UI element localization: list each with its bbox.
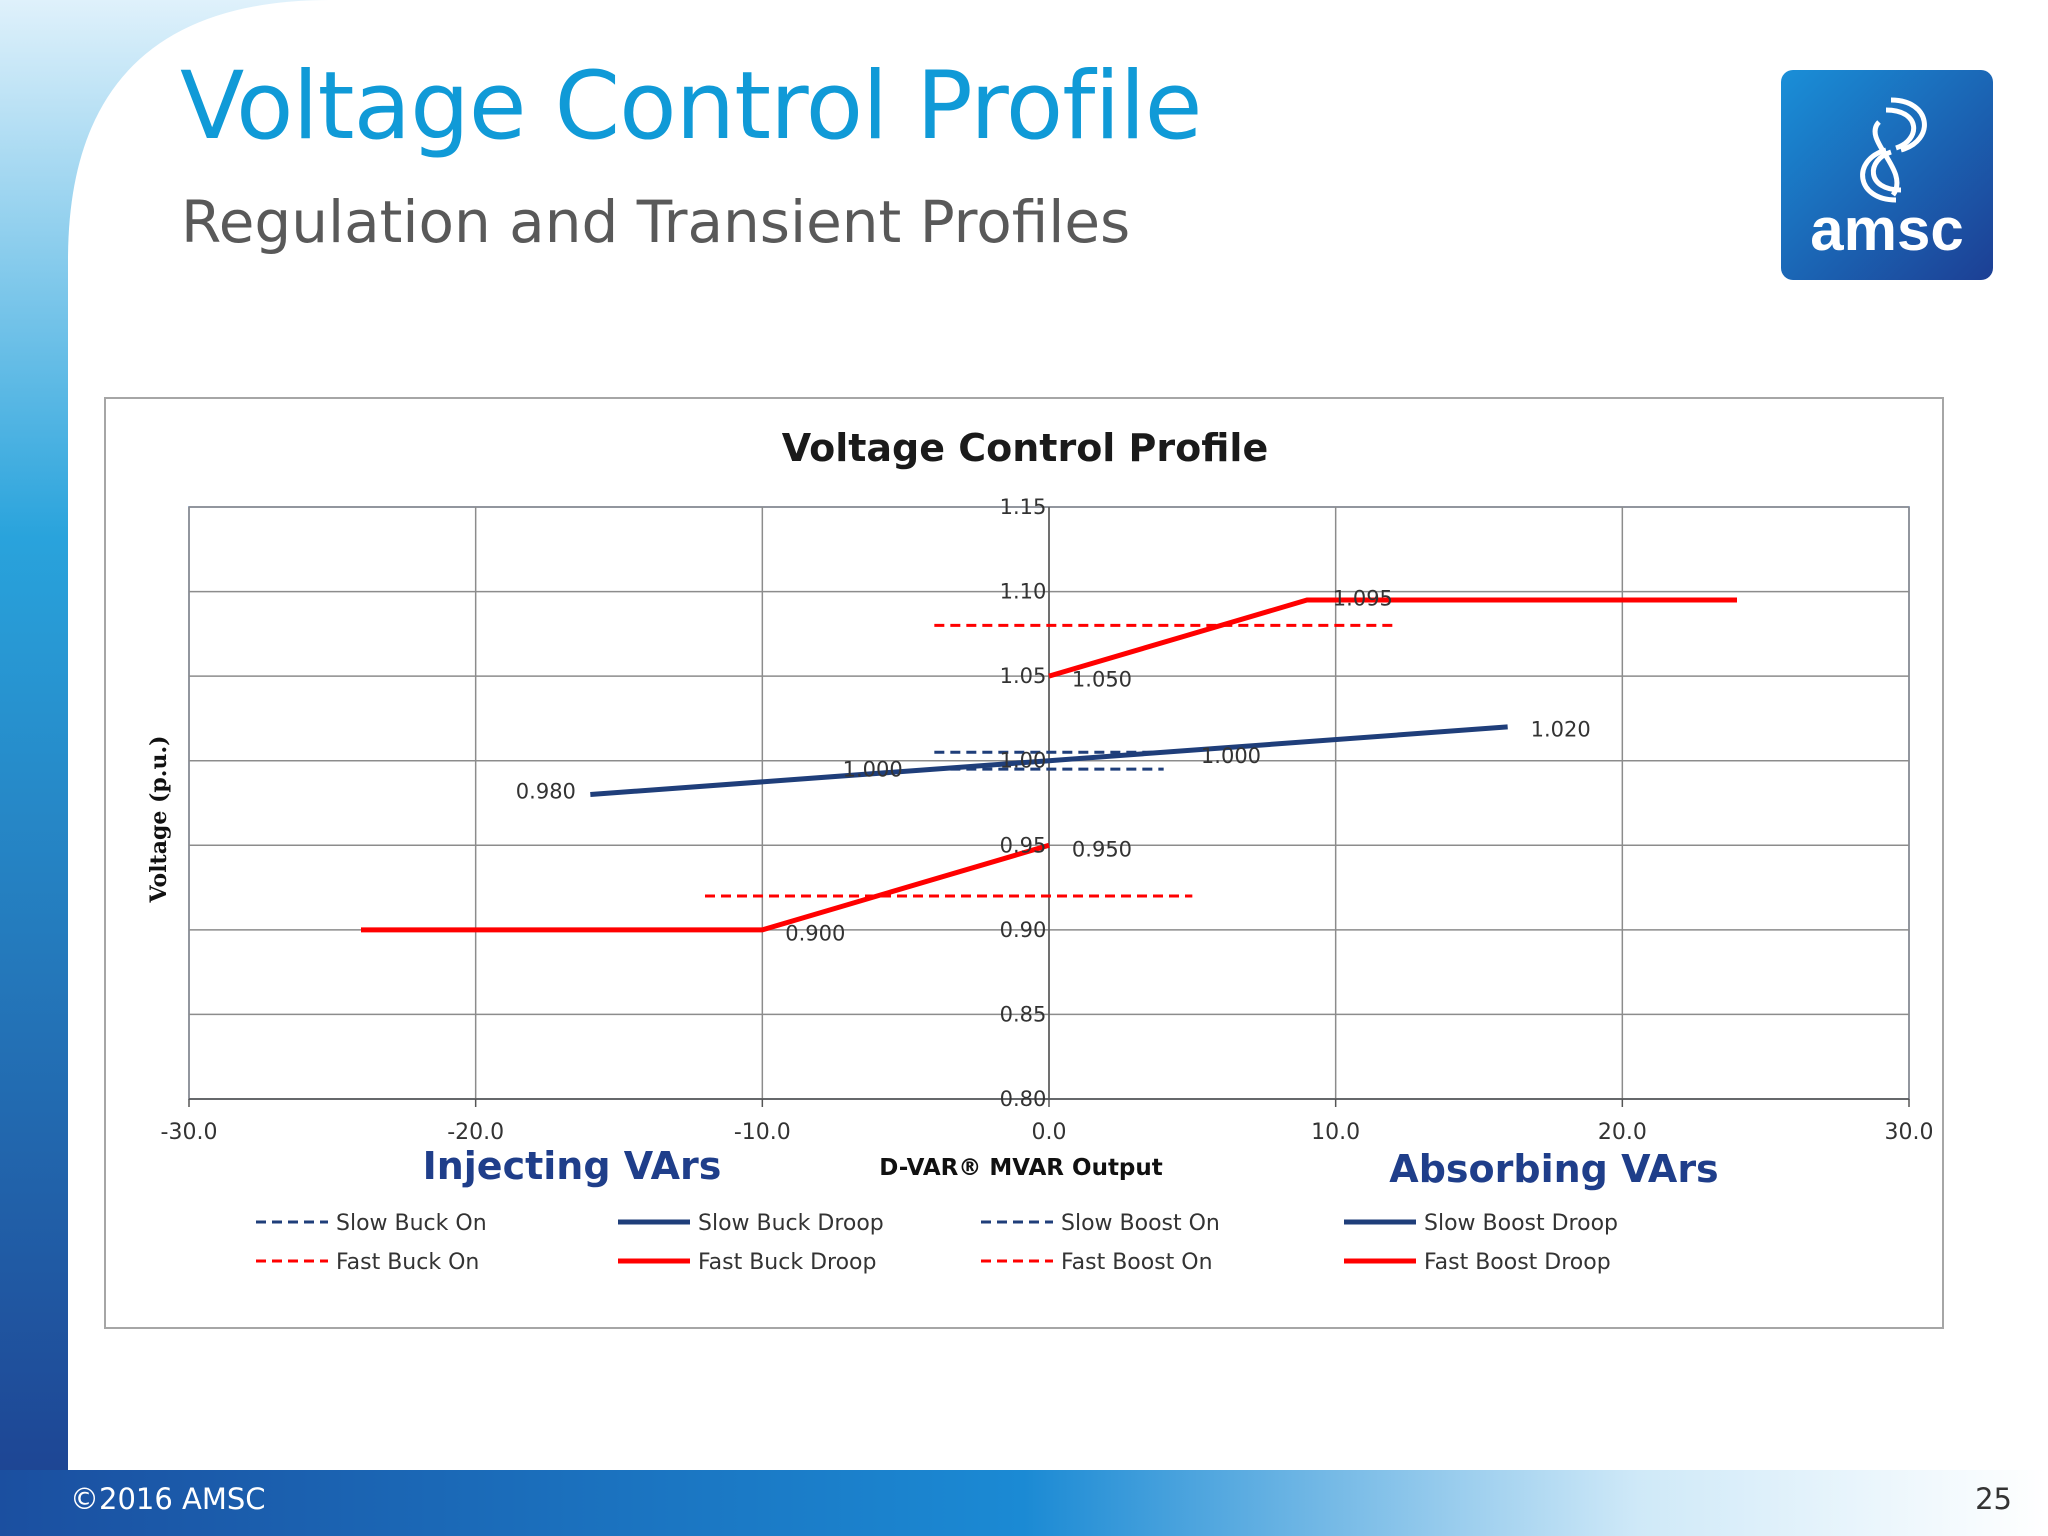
data-label: 1.020 <box>1531 718 1591 742</box>
x-tick-label: -20.0 <box>447 1120 504 1145</box>
series-line-slow-buck-droop <box>590 758 1050 798</box>
y-tick-label: 1.15 <box>1000 495 1047 519</box>
x-axis-label: D-VAR® MVAR Output <box>879 1155 1163 1181</box>
amsc-logo: amsc <box>1781 70 1993 280</box>
chart-title: Voltage Control Profile <box>782 426 1268 470</box>
legend-entry: Slow Buck On <box>336 1211 487 1236</box>
y-tick-label: 1.00 <box>1000 749 1047 773</box>
plot-series <box>361 597 1737 933</box>
x-tick-label: -10.0 <box>734 1120 791 1145</box>
swirl-icon <box>1860 97 1927 203</box>
slide-title: Voltage Control Profile <box>180 52 1202 161</box>
y-axis-label: Voltage (p.u.) <box>146 735 172 903</box>
legend-entry: Slow Boost Droop <box>1424 1211 1618 1236</box>
footer-copyright: ©2016 AMSC <box>70 1482 266 1516</box>
x-tick-label: -30.0 <box>161 1120 218 1145</box>
data-label: 1.095 <box>1333 586 1393 610</box>
y-tick-label: 1.05 <box>1000 664 1047 688</box>
series-line-fast-boost-droop <box>1048 597 1737 679</box>
voltage-control-chart: Voltage Control Profile 0.80 0.85 0.90 0.95… <box>146 426 1934 1275</box>
data-label: 1.050 <box>1072 668 1132 692</box>
series-line-fast-buck-droop <box>361 842 1050 933</box>
injecting-vars-label: Injecting VArs <box>423 1144 722 1188</box>
x-tick-label: 0.0 <box>1032 1120 1067 1145</box>
data-label: 0.900 <box>785 921 845 945</box>
page-number: 25 <box>1975 1482 2012 1516</box>
y-tick-label: 0.90 <box>1000 918 1047 942</box>
y-tick-label: 0.80 <box>1000 1087 1047 1111</box>
data-label: 1.000 <box>843 757 903 781</box>
plot-ticks: 0.80 0.85 0.90 0.95 1.00 1.05 1.10 1.15 -30.0 -20… <box>161 495 1934 1145</box>
data-label: 0.950 <box>1072 838 1132 862</box>
chart-legend: Slow Buck On Slow Buck Droop Slow Boost On… <box>256 1211 1618 1275</box>
plot-grid <box>188 506 1910 1107</box>
series-line-slow-boost-droop <box>1048 724 1508 764</box>
y-tick-label: 1.10 <box>1000 580 1047 604</box>
x-tick-label: 20.0 <box>1598 1120 1647 1145</box>
x-tick-label: 10.0 <box>1311 1120 1360 1145</box>
plot-data-labels: 1.095 1.050 1.020 1.000 1.000 0.980 0.950 0.900 <box>516 586 1591 945</box>
legend-entry: Fast Buck Droop <box>698 1250 876 1275</box>
y-tick-label: 0.95 <box>1000 833 1047 857</box>
data-label: 0.980 <box>516 779 576 803</box>
y-tick-label: 0.85 <box>1000 1002 1047 1026</box>
slide-subtitle: Regulation and Transient Profiles <box>181 188 1131 256</box>
logo-text: amsc <box>1810 196 1963 263</box>
data-label: 1.000 <box>1201 744 1261 768</box>
x-tick-label: 30.0 <box>1885 1120 1934 1145</box>
legend-entry: Fast Boost Droop <box>1424 1250 1611 1275</box>
legend-entry: Slow Boost On <box>1061 1211 1220 1236</box>
absorbing-vars-label: Absorbing VArs <box>1389 1147 1718 1191</box>
legend-entry: Slow Buck Droop <box>698 1211 884 1236</box>
legend-entry: Fast Buck On <box>336 1250 479 1275</box>
legend-entry: Fast Boost On <box>1061 1250 1213 1275</box>
chart-frame: Voltage Control Profile 0.80 0.85 0.90 0.95… <box>104 397 1944 1329</box>
